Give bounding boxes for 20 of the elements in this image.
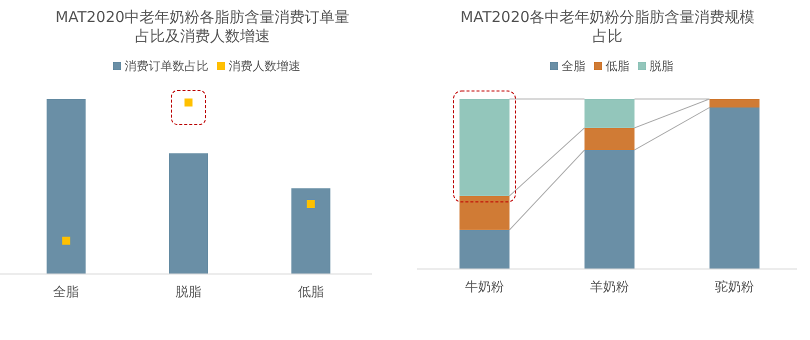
x-tick-label: 牛奶粉 [465, 280, 504, 295]
chart-title: MAT2020各中老年奶粉分脂肪含量消费规模占比 [459, 8, 756, 46]
legend-label: 消费人数增速 [228, 59, 300, 73]
bar [460, 230, 510, 269]
bar [584, 99, 634, 128]
legend-label: 低脂 [606, 59, 630, 73]
x-tick-label: 全脂 [53, 285, 80, 300]
bar [710, 108, 760, 269]
x-tick-label: 低脂 [298, 285, 324, 300]
legend-label: 全脂 [562, 59, 586, 73]
legend-label: 消费订单数占比 [124, 59, 208, 73]
bar [710, 99, 760, 108]
x-tick-label: 羊奶粉 [590, 280, 629, 295]
bar [460, 196, 510, 230]
bar [584, 128, 634, 150]
bar [584, 150, 634, 269]
x-tick-label: 驼奶粉 [715, 280, 754, 295]
x-tick-label: 脱脂 [176, 285, 202, 300]
legend-label: 脱脂 [650, 59, 674, 73]
chart-title: MAT2020中老年奶粉各脂肪含量消费订单量占比及消费人数增速 [54, 8, 351, 46]
